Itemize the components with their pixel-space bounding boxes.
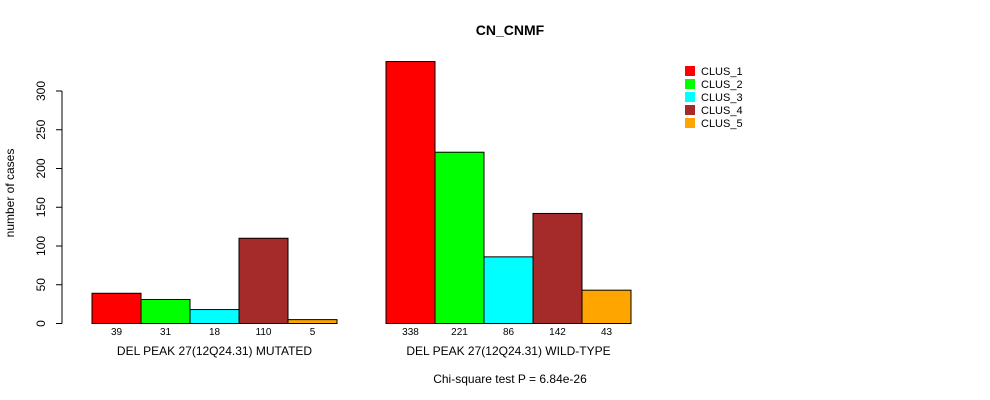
chart-title: CN_CNMF: [476, 22, 545, 38]
bar-value-label: 338: [402, 327, 419, 338]
bar-clus-1: [91, 292, 142, 324]
bar-value-label: 221: [451, 327, 468, 338]
y-axis: 0 50 100 150 200 250 300: [34, 81, 63, 327]
y-tick-label: 50: [34, 278, 48, 292]
y-tick-label: 0: [34, 320, 48, 327]
group-labels: DEL PEAK 27(12Q24.31) MUTATED DEL PEAK 27…: [117, 344, 611, 358]
bar-value-label: 31: [160, 327, 172, 338]
y-axis-title: number of cases: [3, 149, 17, 238]
y-tick-label: 200: [34, 158, 48, 178]
legend-swatch: [685, 66, 695, 76]
bar-value-label: 86: [503, 327, 515, 338]
bar-clus-5: [287, 319, 338, 324]
legend-swatch: [685, 92, 695, 102]
bar-value-label: 110: [256, 327, 272, 338]
y-tick-label: 150: [34, 197, 48, 217]
bar-value-label: 43: [601, 327, 613, 338]
bar-clus-2: [140, 298, 191, 325]
chi-square-footnote: Chi-square test P = 6.84e-26: [433, 372, 587, 386]
bar-clus-1: [385, 61, 436, 325]
legend-swatch: [685, 79, 695, 89]
bar-clus-4: [238, 237, 289, 324]
bar-clus-3: [189, 309, 240, 324]
bar-value-label: 39: [111, 327, 123, 338]
y-tick-label: 300: [34, 81, 48, 101]
bar-value-label: 142: [549, 327, 566, 338]
bar-clus-5: [581, 289, 632, 324]
bar-value-label: 5: [310, 327, 316, 338]
y-tick-label: 250: [34, 119, 48, 139]
bars: [91, 61, 632, 325]
bar-value-label: 18: [209, 327, 221, 338]
legend-label: CLUS_1: [701, 66, 743, 78]
bar-value-labels: 39 31 18 110 5 338 221 86 142 43: [111, 327, 613, 338]
legend-label: CLUS_3: [701, 92, 743, 104]
bar-clus-3: [483, 256, 534, 325]
group-label: DEL PEAK 27(12Q24.31) WILD-TYPE: [406, 344, 610, 358]
legend-label: CLUS_4: [701, 105, 743, 117]
bar-clus-4: [532, 212, 583, 324]
legend-swatch: [685, 105, 695, 115]
legend-label: CLUS_5: [701, 118, 743, 130]
y-tick-label: 100: [34, 236, 48, 256]
legend-swatch: [685, 118, 695, 128]
group-label: DEL PEAK 27(12Q24.31) MUTATED: [117, 344, 313, 358]
bar-clus-2: [434, 151, 485, 324]
legend-label: CLUS_2: [701, 79, 743, 91]
